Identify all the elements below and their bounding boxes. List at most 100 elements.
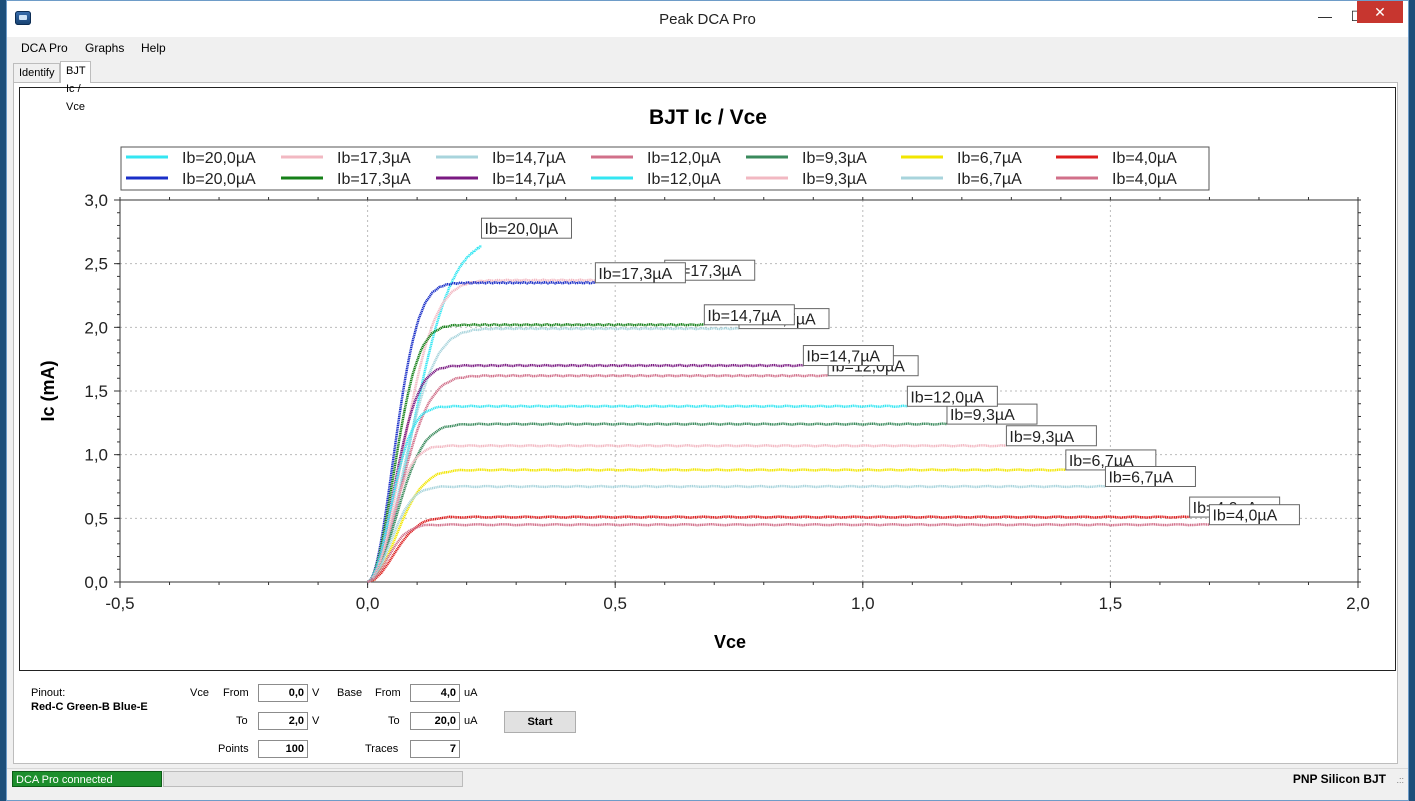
y-tick-label: 2,0 xyxy=(84,318,108,337)
trace-label: Ib=6,7µA xyxy=(1069,453,1134,470)
trace-label-box xyxy=(1208,504,1300,526)
tab-bjt-ic-vce[interactable]: BJT Ic / Vce xyxy=(60,61,92,113)
x-tick-label: 1,5 xyxy=(1099,594,1123,613)
points-label: Points xyxy=(218,743,249,755)
pinout-label: Pinout: xyxy=(31,687,66,699)
series-line xyxy=(367,422,948,584)
series-line xyxy=(367,373,829,584)
menu-help[interactable]: Help xyxy=(141,41,166,55)
base-to-label: To xyxy=(388,715,400,727)
status-bar: DCA Pro connected PNP Silicon BJT .:: xyxy=(7,768,1408,791)
chart-title: BJT Ic / Vce xyxy=(649,106,767,129)
base-from-label: From xyxy=(375,687,401,699)
x-tick-label: -0,5 xyxy=(105,594,134,613)
trace-label: Ib=17,3µA xyxy=(598,266,672,283)
legend-label: Ib=4,0µA xyxy=(1112,171,1177,188)
trace-label: Ib=17,3µA xyxy=(668,263,742,280)
x-tick-label: 1,0 xyxy=(851,594,875,613)
vce-to-label: To xyxy=(236,715,248,727)
series-line xyxy=(366,323,705,584)
vce-from-unit: V xyxy=(312,687,320,699)
series-line xyxy=(367,522,1210,584)
vce-from-label: From xyxy=(223,687,249,699)
resize-grip-icon[interactable]: .:: xyxy=(1396,775,1404,785)
legend-label: Ib=12,0µA xyxy=(647,171,721,188)
series-line xyxy=(366,363,804,584)
trace-label: Ib=14,7µA xyxy=(806,349,880,366)
vce-label: Vce xyxy=(190,687,209,699)
traces-input[interactable]: 7 xyxy=(410,740,460,758)
legend-label: Ib=14,7µA xyxy=(492,150,566,167)
legend-label: Ib=6,7µA xyxy=(957,150,1022,167)
trace-label-box xyxy=(906,385,998,407)
legend-label: Ib=20,0µA xyxy=(182,150,256,167)
legend-label: Ib=14,7µA xyxy=(492,171,566,188)
x-tick-label: 0,5 xyxy=(603,594,627,613)
legend-label: Ib=6,7µA xyxy=(957,171,1022,188)
base-from-unit: uA xyxy=(464,687,478,699)
y-tick-label: 2,5 xyxy=(84,255,108,274)
series-line xyxy=(366,404,908,583)
legend-entries: Ib=20,0µA Ib=17,3µA Ib=14,7µA Ib=12,0µA Ib=9… xyxy=(126,150,1177,188)
vce-to-input[interactable]: 2,0 xyxy=(258,712,308,730)
start-button[interactable]: Start xyxy=(504,711,576,733)
trace-label: Ib=12,0µA xyxy=(910,389,984,406)
series-line xyxy=(367,515,1190,584)
vce-from-input[interactable]: 0,0 xyxy=(258,684,308,702)
trace-label-box xyxy=(802,345,894,367)
traces-label: Traces xyxy=(365,743,399,755)
menu-dca-pro[interactable]: DCA Pro xyxy=(21,41,68,55)
app-icon xyxy=(15,11,31,25)
legend-label: Ib=17,3µA xyxy=(337,150,411,167)
x-tick-label: 2,0 xyxy=(1346,594,1370,613)
window-title: Peak DCA Pro xyxy=(659,11,756,28)
y-tick-label: 1,0 xyxy=(84,446,108,465)
x-axis-label: Vce xyxy=(714,632,746,652)
title-bar: Peak DCA Pro — ☐ ✕ xyxy=(7,1,1408,37)
y-tick-label: 0,0 xyxy=(84,573,108,592)
tab-identify[interactable]: Identify xyxy=(13,63,61,82)
close-button[interactable]: ✕ xyxy=(1357,1,1403,23)
minimize-button[interactable]: — xyxy=(1318,8,1332,24)
points-input[interactable]: 100 xyxy=(258,740,308,758)
axis-ticks: -0,5 0,0 0,5 1,0 1,5 2,0 0,0 0,5 1,0 1,5 2,0 2,5 3,0 xyxy=(84,191,1369,613)
trace-label: Ib=6,7µA xyxy=(1108,470,1173,487)
chart-frame: BJT Ic / Vce Ib=20,0µA Ib=17,3µA Ib=14,7µA… xyxy=(19,87,1396,671)
trace-label: Ib=20,0µA xyxy=(484,221,558,238)
base-to-unit: uA xyxy=(464,715,478,727)
trace-label: Ib=9,3µA xyxy=(950,407,1015,424)
series-line xyxy=(366,443,1007,584)
app-window: Peak DCA Pro — ☐ ✕ DCA Pro Graphs Help I… xyxy=(6,0,1409,801)
x-tick-label: 0,0 xyxy=(356,594,380,613)
base-from-input[interactable]: 4,0 xyxy=(410,684,460,702)
trace-label-box xyxy=(480,217,572,239)
base-to-input[interactable]: 20,0 xyxy=(410,712,460,730)
tab-panel: BJT Ic / Vce Ib=20,0µA Ib=17,3µA Ib=14,7µA… xyxy=(13,82,1398,764)
trace-label-box xyxy=(703,304,795,326)
legend-label: Ib=20,0µA xyxy=(182,171,256,188)
legend-label: Ib=9,3µA xyxy=(802,171,867,188)
y-tick-label: 1,5 xyxy=(84,382,108,401)
device-type: PNP Silicon BJT xyxy=(1292,772,1386,786)
trace-label: Ib=14,7µA xyxy=(707,308,781,325)
trace-label-box xyxy=(1104,466,1196,487)
series-line xyxy=(367,468,1066,584)
menu-bar: DCA Pro Graphs Help xyxy=(7,37,1408,59)
bjt-chart: BJT Ic / Vce Ib=20,0µA Ib=17,3µA Ib=14,7µA… xyxy=(38,106,1370,652)
trace-label-box xyxy=(1005,425,1097,447)
progress-bar xyxy=(163,771,463,787)
chart-legend xyxy=(120,146,1210,191)
trace-label: Ib=4,0µA xyxy=(1212,508,1277,525)
menu-graphs[interactable]: Graphs xyxy=(85,41,125,55)
trace-label-box xyxy=(594,262,686,284)
y-tick-label: 3,0 xyxy=(84,191,108,210)
legend-label: Ib=9,3µA xyxy=(802,150,867,167)
series-line xyxy=(367,326,740,584)
connection-status: DCA Pro connected xyxy=(12,771,162,787)
y-axis-label: Ic (mA) xyxy=(38,360,58,421)
trace-label: Ib=9,3µA xyxy=(1009,429,1074,446)
series-lines xyxy=(366,244,1210,584)
trace-labels: Ib=20,0µAIb=17,3µAIb=14,7µAIb=12,0µAIb=9… xyxy=(480,217,1300,526)
legend-label: Ib=12,0µA xyxy=(647,150,721,167)
y-tick-label: 0,5 xyxy=(84,509,108,528)
